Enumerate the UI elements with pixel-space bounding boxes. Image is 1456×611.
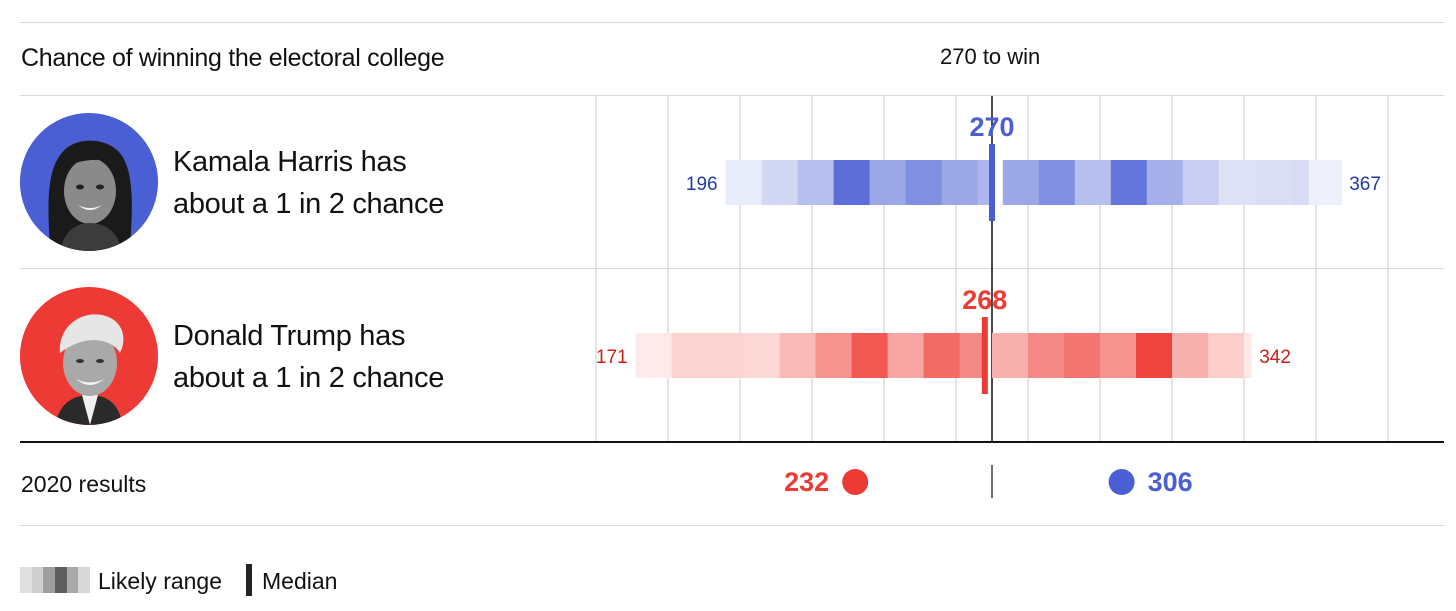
band-bin	[707, 333, 745, 378]
band-bin	[1254, 160, 1292, 205]
band-bin	[797, 160, 835, 205]
harris-text-line1: Kamala Harris has	[173, 146, 407, 178]
band-bin	[851, 333, 889, 378]
trump-chance-text: Donald Trump has about a 1 in 2 chance	[173, 315, 444, 399]
harris-text-line2: about a 1 in 2 chance	[173, 188, 445, 220]
legend-swatch-cell	[55, 567, 67, 593]
median-legend-label: Median	[262, 568, 338, 594]
median-swatch	[246, 564, 252, 596]
chart-title: Chance of winning the electoral college	[21, 44, 445, 72]
harris-chance-text: Kamala Harris has about a 1 in 2 chance	[173, 141, 444, 225]
trump-portrait-icon	[20, 287, 158, 425]
median-label-0: 270	[969, 112, 1014, 142]
results-rule	[20, 525, 1444, 526]
header-rule	[20, 95, 1444, 96]
band-bin	[1182, 160, 1220, 205]
band-bin	[815, 333, 853, 378]
band-bin	[1290, 160, 1310, 205]
band-bin	[725, 160, 763, 205]
band-bin	[869, 160, 907, 205]
threshold-label: 270 to win	[940, 44, 1041, 69]
trump-text-line2: about a 1 in 2 chance	[173, 362, 445, 394]
band-bin	[1172, 333, 1209, 378]
band-bin	[1110, 160, 1148, 205]
top-rule	[20, 22, 1444, 23]
likely-range-label: Likely range	[98, 568, 223, 594]
median-label-1: 268	[962, 285, 1007, 315]
row-divider	[20, 268, 1444, 269]
range-high-label-1: 342	[1259, 347, 1291, 368]
rep-2020-value: 232	[784, 467, 829, 497]
band-bin	[1208, 333, 1245, 378]
band-bin	[1038, 160, 1076, 205]
dem-2020-value: 306	[1148, 467, 1193, 497]
band-bin	[977, 160, 993, 205]
band-bin	[941, 160, 979, 205]
harris-avatar	[20, 113, 158, 251]
band-bin	[1074, 160, 1112, 205]
chart-baseline	[20, 441, 1444, 443]
band-bin	[905, 160, 943, 205]
band-bin	[1244, 333, 1252, 378]
legend-swatch-cell	[31, 567, 44, 593]
band-bin	[1100, 333, 1137, 378]
band-bin	[1002, 160, 1040, 205]
band-bin	[1028, 333, 1065, 378]
band-bin	[779, 333, 817, 378]
band-bin	[1218, 160, 1256, 205]
band-bin	[743, 333, 781, 378]
range-low-label-1: 171	[596, 347, 628, 368]
band-bin	[761, 160, 799, 205]
median-marker-1	[981, 317, 988, 394]
band-bin	[1146, 160, 1184, 205]
legend-swatch-cell	[20, 567, 32, 593]
range-band-1	[635, 333, 1252, 378]
grid-lines	[595, 96, 1389, 441]
dem-2020-marker	[1108, 469, 1135, 495]
range-high-label-0: 367	[1349, 174, 1381, 195]
band-bin	[1308, 160, 1342, 205]
band-bin	[887, 333, 925, 378]
median-marker-0	[989, 144, 995, 221]
harris-portrait-icon	[20, 113, 158, 251]
range-low-label-0: 196	[686, 174, 718, 195]
trump-text-line1: Donald Trump has	[173, 320, 406, 352]
legend-swatch-cell	[66, 567, 79, 593]
legend-swatch-cell	[78, 567, 91, 593]
results-2020-label: 2020 results	[21, 471, 147, 497]
trump-avatar	[20, 287, 158, 425]
band-bin	[1064, 333, 1101, 378]
band-bin	[671, 333, 709, 378]
band-bin	[1136, 333, 1173, 378]
rep-2020-marker	[842, 469, 869, 495]
likely-range-swatch	[20, 567, 91, 593]
range-band-0	[725, 160, 1342, 205]
band-bin	[833, 160, 871, 205]
band-bin	[635, 333, 673, 378]
band-bin	[992, 333, 1029, 378]
band-bin	[923, 333, 961, 378]
legend-swatch-cell	[43, 567, 56, 593]
band-bin	[959, 333, 986, 378]
